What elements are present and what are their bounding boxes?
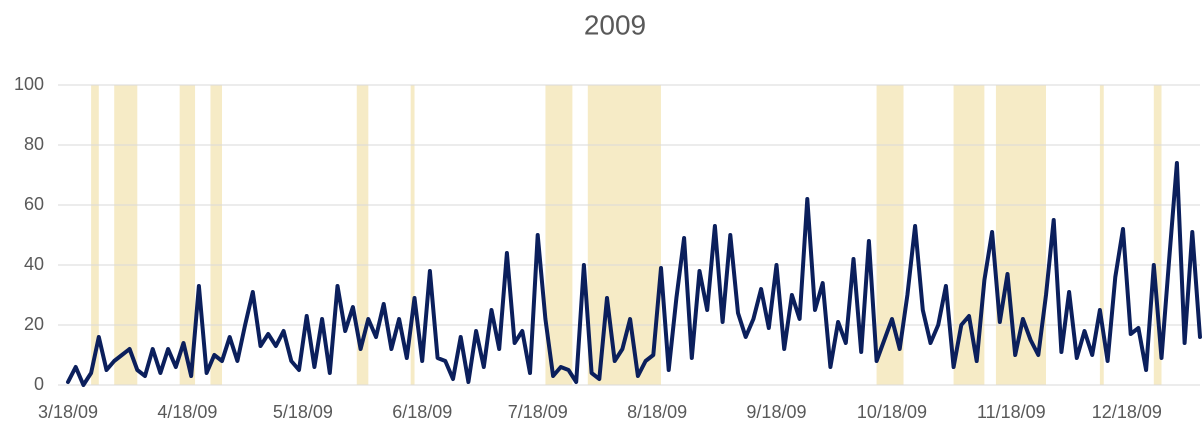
x-tick-label: 3/18/09 <box>38 402 98 422</box>
x-tick-label: 11/18/09 <box>977 402 1046 422</box>
shaded-range <box>1099 85 1104 385</box>
y-tick-label: 60 <box>24 194 44 214</box>
y-tick-label: 40 <box>24 254 44 274</box>
x-tick-label: 5/18/09 <box>273 402 333 422</box>
shaded-range <box>876 85 904 385</box>
shaded-range <box>179 85 196 385</box>
x-tick-label: 8/18/09 <box>627 402 687 422</box>
shaded-range <box>545 85 573 385</box>
y-tick-label: 100 <box>14 74 44 94</box>
y-tick-label: 20 <box>24 314 44 334</box>
y-tick-label: 0 <box>34 374 44 394</box>
shaded-range <box>356 85 369 385</box>
chart-title: 2009 <box>584 9 646 40</box>
shaded-range <box>114 85 138 385</box>
x-tick-label: 10/18/09 <box>857 402 927 422</box>
data-line <box>66 161 1202 387</box>
shaded-range <box>91 85 99 385</box>
x-tick-label: 6/18/09 <box>392 402 452 422</box>
x-tick-label: 4/18/09 <box>157 402 217 422</box>
shaded-range <box>1153 85 1162 385</box>
x-tick-label: 12/18/09 <box>1092 402 1162 422</box>
x-tick-label: 9/18/09 <box>746 402 806 422</box>
x-tick-label: 7/18/09 <box>508 402 568 422</box>
shaded-range <box>210 85 223 385</box>
shaded-range <box>410 85 415 385</box>
y-tick-label: 80 <box>24 134 44 154</box>
